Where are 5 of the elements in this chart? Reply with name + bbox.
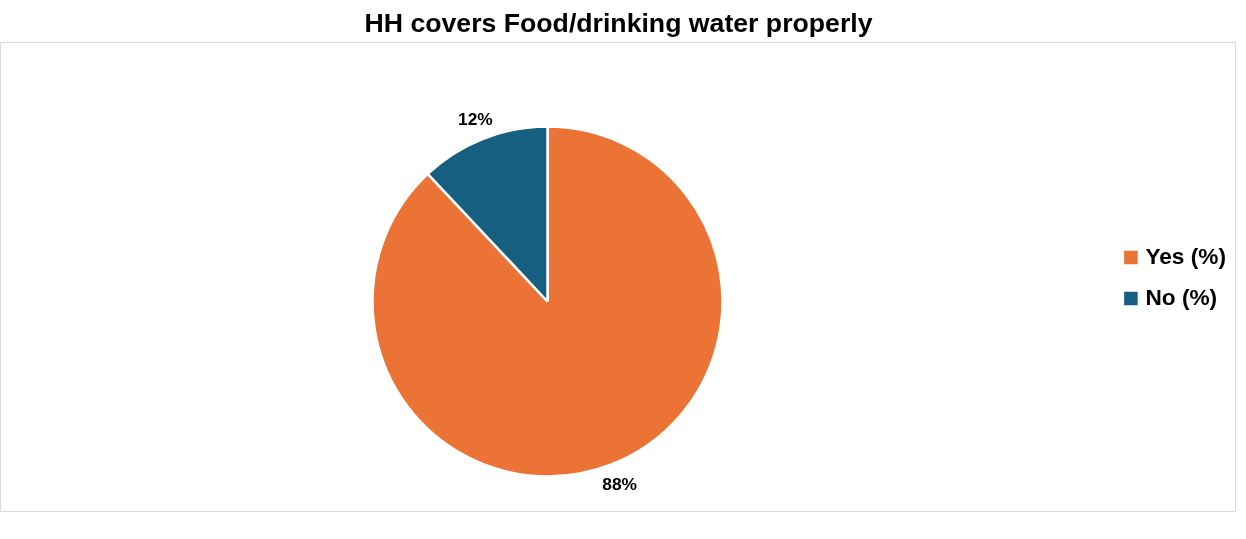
data-label: 12% bbox=[458, 109, 493, 130]
legend-label: Yes (%) bbox=[1145, 243, 1226, 270]
data-label: 88% bbox=[602, 473, 637, 494]
chart-title: HH covers Food/drinking water properly bbox=[364, 7, 873, 38]
legend-label: No (%) bbox=[1145, 284, 1218, 311]
